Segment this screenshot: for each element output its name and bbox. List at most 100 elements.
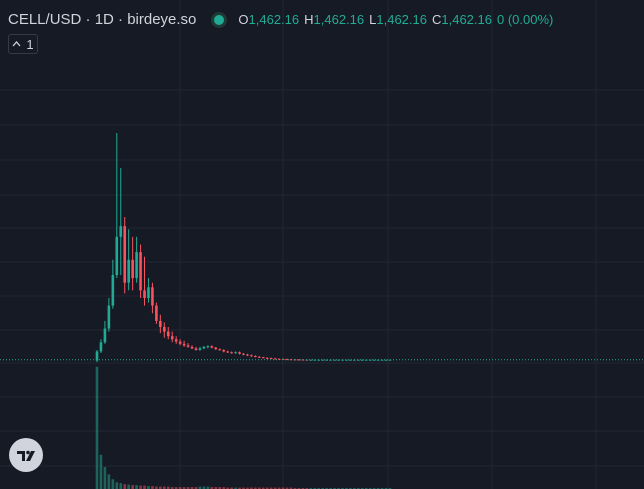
- volume-bar: [210, 487, 214, 489]
- candle-body: [325, 359, 328, 361]
- candle-body: [206, 346, 210, 348]
- candle-body: [258, 356, 261, 358]
- volume-bar: [250, 487, 253, 489]
- candle-body: [226, 351, 229, 353]
- volume-bar: [261, 487, 265, 489]
- volume-bar: [206, 486, 210, 489]
- volume-bar: [234, 487, 237, 489]
- candle-body: [214, 347, 218, 350]
- change: 0 (0.00%): [496, 12, 554, 27]
- candle-body: [254, 356, 257, 358]
- volume-bar: [198, 486, 202, 489]
- candle-body: [273, 358, 277, 360]
- volume-bar: [151, 486, 154, 489]
- volume-bar: [242, 487, 245, 489]
- candle-body: [246, 354, 249, 356]
- candle-body: [202, 346, 206, 349]
- volume-bar: [238, 487, 241, 489]
- candle-body: [380, 359, 384, 361]
- candle-body: [174, 339, 178, 342]
- volume-bar: [222, 487, 226, 489]
- volume-bar: [155, 486, 158, 489]
- status-dot: [214, 14, 225, 25]
- candle-body: [234, 352, 237, 354]
- volume-bar: [111, 479, 115, 489]
- volume-bar: [95, 366, 99, 489]
- candle-body: [127, 259, 130, 283]
- legend-header: CELL/USD · 1D · birdeye.so O 1,462.16 H 1,…: [8, 11, 558, 28]
- volume-bar: [107, 474, 111, 489]
- l-value: 1,462.16: [376, 12, 427, 27]
- symbol: CELL/USD · 1D · birdeye.so: [8, 11, 197, 28]
- volume-bar: [230, 487, 233, 489]
- o-label: O: [238, 12, 249, 27]
- candle-body: [182, 343, 186, 346]
- candle-body: [147, 287, 150, 298]
- volume-bar: [218, 487, 222, 489]
- volume-bar: [285, 487, 289, 489]
- candle-body: [313, 359, 317, 361]
- volume-bar: [174, 487, 178, 489]
- volume-bar: [186, 487, 190, 489]
- candle-body: [222, 349, 226, 352]
- volume-bar: [123, 484, 127, 489]
- candle-body: [194, 348, 198, 350]
- candle-body: [159, 320, 162, 328]
- volume-bar: [163, 486, 166, 489]
- l-label: L: [369, 12, 377, 27]
- volume-bar: [194, 487, 198, 489]
- volume-bar: [166, 486, 170, 489]
- candle-body: [269, 358, 273, 360]
- volume-bar: [246, 487, 249, 489]
- chevron: [12, 41, 21, 47]
- candle-body: [107, 305, 111, 329]
- volume-bar: [127, 484, 130, 489]
- candle-body: [301, 359, 305, 361]
- candle-body: [357, 359, 360, 361]
- volume-bar: [289, 487, 293, 489]
- o-value: 1,462.16: [248, 12, 300, 27]
- candle-body: [198, 348, 202, 350]
- volume-bar: [182, 487, 186, 489]
- candle-body: [131, 259, 134, 279]
- volume-bar: [254, 487, 257, 489]
- volume-bar: [281, 487, 285, 489]
- volume-bar: [178, 487, 182, 489]
- candle-body: [163, 327, 166, 332]
- h-value: 1,462.16: [313, 12, 365, 27]
- candle-body: [166, 331, 170, 337]
- indicator-toggle[interactable]: 1: [8, 34, 38, 54]
- candle-body: [170, 336, 174, 340]
- h-label: H: [304, 12, 314, 27]
- candle-body: [242, 353, 245, 355]
- candle-body: [111, 275, 115, 306]
- candle-body: [190, 346, 194, 349]
- candle-body: [384, 359, 388, 361]
- candle-body: [186, 345, 190, 347]
- candle-body: [218, 349, 222, 351]
- candle-body: [210, 346, 214, 348]
- indicator-count: 1: [26, 36, 34, 52]
- candle-body: [345, 359, 348, 361]
- candle-body: [123, 226, 127, 283]
- candle-body: [265, 357, 269, 359]
- tv-logo[interactable]: [9, 438, 43, 472]
- volume-bar: [202, 486, 206, 489]
- volume-bar: [135, 485, 138, 489]
- candle-body: [238, 352, 241, 354]
- volume-bar: [190, 487, 194, 489]
- logo-mark: [17, 450, 35, 461]
- c-label: C: [431, 12, 442, 27]
- candle-body: [115, 236, 119, 276]
- candle-body: [321, 359, 324, 361]
- candle-body: [281, 358, 285, 360]
- volume-bar: [103, 466, 107, 489]
- volume-bar: [159, 486, 162, 489]
- candle-body: [135, 252, 138, 279]
- candle-body: [372, 359, 376, 361]
- volume-bar: [258, 487, 261, 489]
- candle-body: [103, 328, 107, 343]
- volume-bar: [214, 487, 218, 489]
